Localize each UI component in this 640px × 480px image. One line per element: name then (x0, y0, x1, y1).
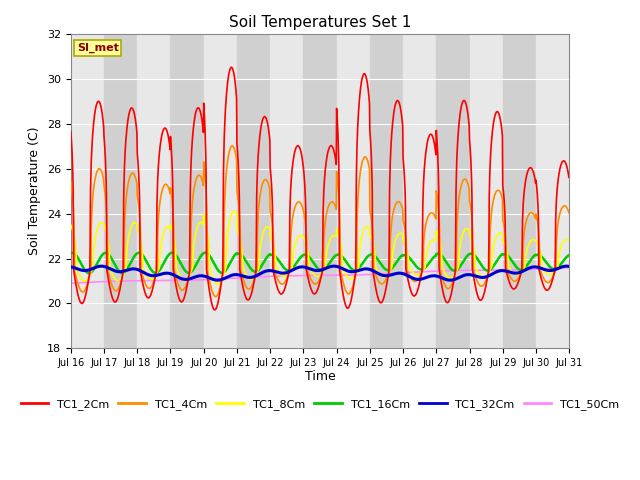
Bar (104, 34, 137, 348)
Bar (204, 34, 237, 348)
Bar (270, 34, 303, 348)
Bar (337, 34, 370, 348)
Bar (370, 34, 403, 348)
Bar (403, 34, 436, 348)
Text: SI_met: SI_met (77, 43, 118, 53)
Bar (137, 34, 170, 348)
Bar (303, 34, 337, 348)
Title: Soil Temperatures Set 1: Soil Temperatures Set 1 (229, 15, 411, 30)
Bar (170, 34, 204, 348)
Bar (237, 34, 270, 348)
Y-axis label: Soil Temperature (C): Soil Temperature (C) (28, 127, 41, 255)
Bar (470, 34, 503, 348)
Bar (436, 34, 470, 348)
Bar (536, 34, 569, 348)
X-axis label: Time: Time (305, 370, 335, 383)
Bar (503, 34, 536, 348)
Legend: TC1_2Cm, TC1_4Cm, TC1_8Cm, TC1_16Cm, TC1_32Cm, TC1_50Cm: TC1_2Cm, TC1_4Cm, TC1_8Cm, TC1_16Cm, TC1… (16, 395, 624, 415)
Bar (71, 34, 104, 348)
